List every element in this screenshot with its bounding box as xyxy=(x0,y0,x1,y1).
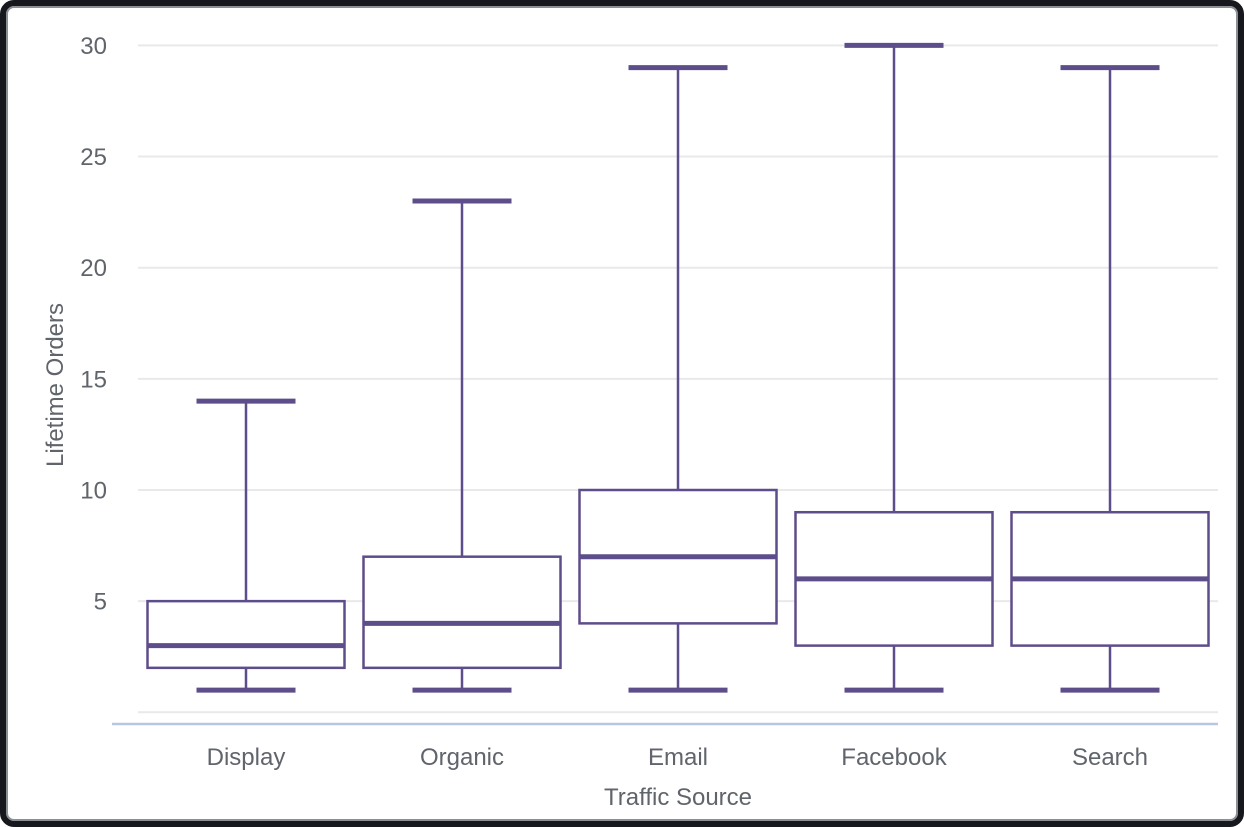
y-axis-title: Lifetime Orders xyxy=(42,302,69,468)
y-tick-label-30: 30 xyxy=(80,33,107,60)
x-tick-label-organic: Organic xyxy=(420,744,504,771)
x-tick-label-display: Display xyxy=(207,744,286,771)
y-tick-label-25: 25 xyxy=(80,144,107,171)
box-plot-organic[interactable] xyxy=(362,198,562,693)
box-plot-facebook[interactable] xyxy=(794,42,994,693)
y-tick-label-20: 20 xyxy=(80,255,107,282)
x-tick-label-search: Search xyxy=(1072,744,1148,771)
box-plot-email[interactable] xyxy=(578,65,778,693)
iqr-box xyxy=(146,599,346,670)
x-tick-label-facebook: Facebook xyxy=(841,744,947,771)
x-tick-label-email: Email xyxy=(648,744,708,771)
y-tick-label-5: 5 xyxy=(94,589,107,616)
x-axis-title: Traffic Source xyxy=(603,784,753,811)
box-plot-display[interactable] xyxy=(146,398,346,693)
y-tick-label-15: 15 xyxy=(80,366,107,393)
iqr-box xyxy=(362,555,562,670)
box-plot-search[interactable] xyxy=(1010,65,1210,693)
y-tick-label-10: 10 xyxy=(80,478,107,505)
